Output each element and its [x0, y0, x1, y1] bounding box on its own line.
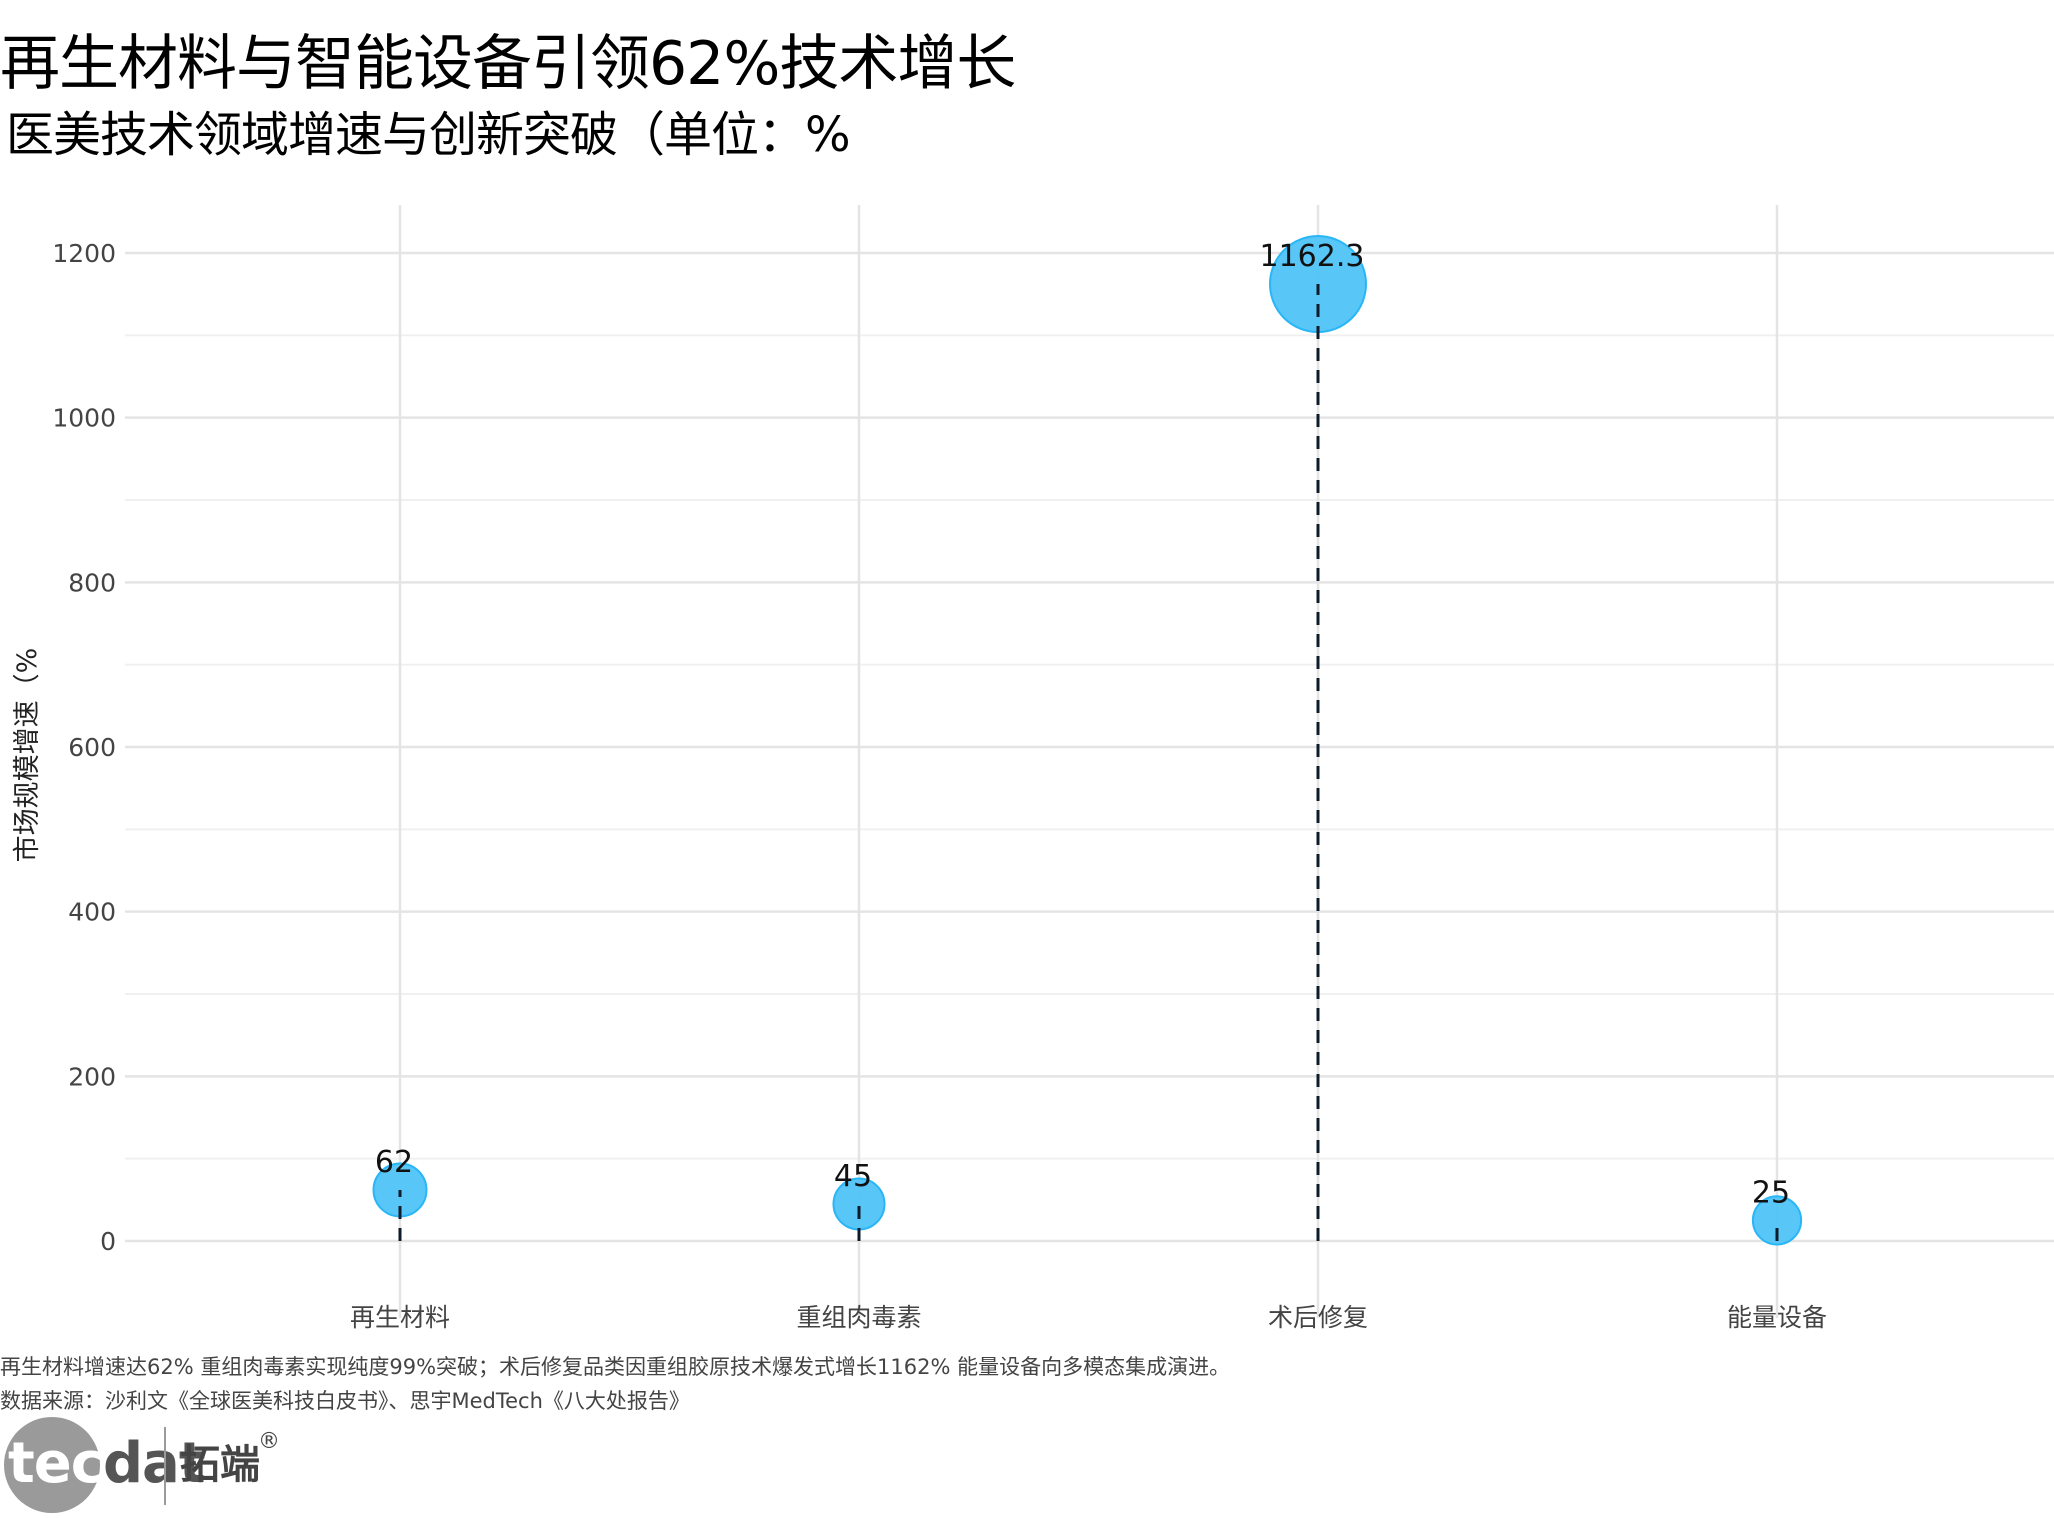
logo-separator: [164, 1427, 166, 1505]
x-tick-label: 再生材料: [350, 1303, 450, 1332]
y-tick-label: 800: [68, 568, 116, 597]
y-tick-label: 400: [68, 898, 116, 927]
x-tick-label: 能量设备: [1727, 1303, 1827, 1332]
grid-lines: [125, 205, 2054, 1318]
data-label: 62: [375, 1145, 413, 1180]
logo-wordmark: tecdat: [8, 1431, 206, 1496]
y-tick-label: 200: [68, 1062, 116, 1091]
chart-caption: 再生材料增速达62% 重组肉毒素实现纯度99%突破；术后修复品类因重组胶原技术爆…: [0, 1355, 1231, 1379]
logo-circle: [4, 1417, 100, 1513]
y-axis-label: 市场规模增速（%: [12, 648, 43, 863]
data-source: 数据来源：沙利文《全球医美科技白皮书》、思宇MedTech《八大处报告》: [0, 1389, 690, 1413]
data-label: 45: [834, 1159, 872, 1194]
logo-registered-mark: ®: [258, 1429, 280, 1454]
y-axis-ticks: 0 200 400 600 800 1000 1200: [52, 239, 116, 1256]
data-label: 1162.3: [1260, 239, 1365, 274]
chart-title: 再生材料与智能设备引领62%技术增长: [0, 29, 1016, 99]
data-label: 25: [1752, 1175, 1790, 1210]
x-tick-label: 术后修复: [1268, 1303, 1368, 1332]
y-tick-label: 600: [68, 733, 116, 762]
markers: [372, 235, 1803, 1246]
logo-chinese: 拓端: [180, 1442, 260, 1488]
chart-subtitle: 医美技术领域增速与创新突破（单位：%: [6, 107, 851, 163]
data-marker: [1751, 1195, 1803, 1246]
y-tick-label: 1000: [52, 404, 116, 433]
x-axis-ticks: 再生材料 重组肉毒素 术后修复 能量设备: [350, 1303, 1827, 1332]
x-tick-label: 重组肉毒素: [796, 1303, 921, 1332]
value-labels: 62 45 1162.3 25: [375, 239, 1790, 1210]
y-tick-label: 1200: [52, 239, 116, 268]
y-tick-label: 0: [100, 1227, 116, 1256]
logo: tecdat 拓端 ®: [0, 1415, 300, 1515]
stems: [398, 284, 1779, 1241]
